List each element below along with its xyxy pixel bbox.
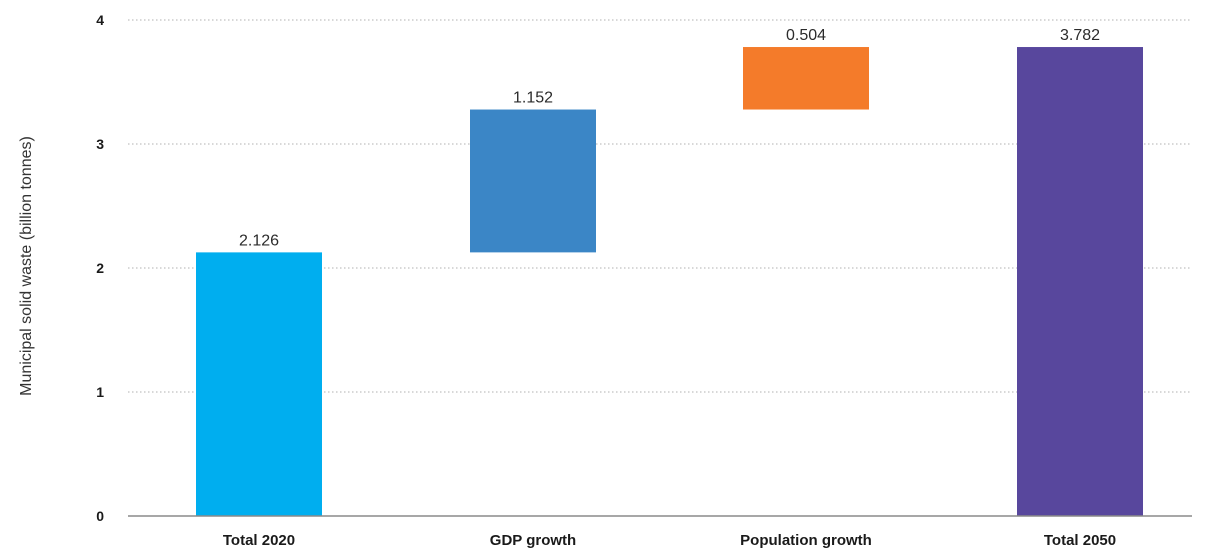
data-label: 2.126 xyxy=(239,232,279,249)
bar xyxy=(470,109,596,253)
data-label: 0.504 xyxy=(786,27,826,44)
bar xyxy=(196,252,322,516)
category-label: Total 2020 xyxy=(223,532,295,549)
bar xyxy=(1017,47,1143,516)
y-tick-label: 4 xyxy=(96,12,104,28)
bars xyxy=(196,47,1143,516)
x-axis-categories: Total 2020 GDP growth Population growth Tot… xyxy=(223,532,1116,549)
y-axis-ticks: 0 1 2 3 4 xyxy=(96,12,104,524)
data-labels: 2.126 1.152 0.504 3.782 xyxy=(239,27,1100,249)
bar xyxy=(743,47,869,110)
data-label: 1.152 xyxy=(513,90,553,107)
y-tick-label: 2 xyxy=(96,260,104,276)
y-axis-title: Municipal solid waste (billion tonnes) xyxy=(18,136,35,396)
category-label: GDP growth xyxy=(490,532,576,549)
category-label: Population growth xyxy=(740,532,872,549)
y-tick-label: 3 xyxy=(96,136,104,152)
category-label: Total 2050 xyxy=(1044,532,1116,549)
y-tick-label: 1 xyxy=(96,384,104,400)
y-tick-label: 0 xyxy=(96,508,104,524)
data-label: 3.782 xyxy=(1060,27,1100,44)
